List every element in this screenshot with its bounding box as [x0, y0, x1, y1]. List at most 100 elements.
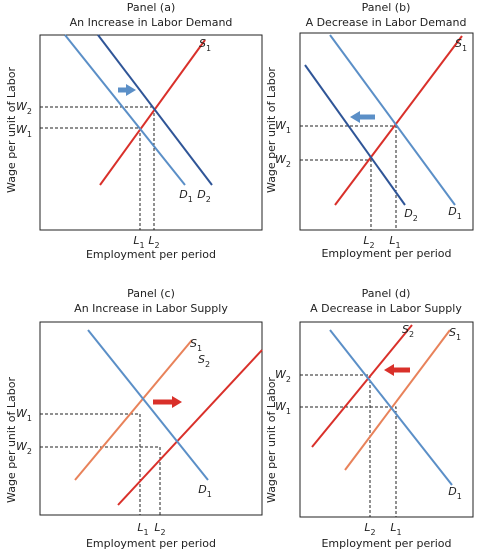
shift-arrow-head	[126, 84, 136, 96]
curve	[97, 34, 213, 186]
label-subscript: 1	[286, 126, 291, 135]
label-subscript: 1	[397, 528, 402, 537]
label-letter: S	[190, 337, 197, 350]
curve	[329, 329, 453, 486]
panel: Panel (c) An Increase in Labor Supply Wage…	[5, 287, 263, 550]
panel-title: A Decrease in Labor Supply	[310, 302, 462, 315]
label-subscript: 2	[206, 195, 211, 204]
curve	[99, 39, 206, 186]
panel-title: An Increase in Labor Demand	[70, 16, 233, 29]
panel-label: Panel (a)	[127, 1, 176, 14]
label-subscript: 1	[286, 407, 291, 416]
plot-frame	[39, 34, 263, 231]
label-letter: L	[133, 234, 139, 247]
curve-label: L1	[133, 234, 144, 250]
label-letter: D	[448, 485, 456, 498]
y-axis-label: Wage per unit of Labor	[5, 377, 18, 503]
x-axis-label: Employment per period	[86, 248, 216, 261]
curve-label: D2	[197, 188, 211, 204]
curve-label: W1	[275, 119, 291, 135]
x-axis-label: Employment per period	[321, 247, 451, 260]
label-letter: W	[275, 400, 287, 413]
panel-label: Panel (c)	[127, 287, 175, 300]
panel-title: An Increase in Labor Supply	[74, 302, 228, 315]
curve-label: L1	[390, 521, 401, 537]
label-subscript: 1	[188, 195, 193, 204]
label-subscript: 1	[197, 344, 202, 353]
curve-label: D1	[198, 483, 212, 499]
curve-label: D1	[179, 188, 193, 204]
curve-label: W1	[275, 400, 291, 416]
curve	[344, 329, 451, 471]
label-subscript: 1	[27, 414, 32, 423]
curve-label: W1	[16, 123, 32, 139]
curve-label: D2	[404, 207, 418, 223]
label-letter: W	[16, 407, 28, 420]
curve	[304, 64, 406, 206]
label-letter: S	[455, 37, 462, 50]
x-axis-label: Employment per period	[86, 537, 216, 550]
label-subscript: 1	[27, 130, 32, 139]
panel-label: Panel (d)	[362, 287, 411, 300]
shift-arrow-head	[172, 396, 182, 408]
label-letter: W	[16, 440, 28, 453]
label-letter: W	[275, 153, 287, 166]
label-letter: L	[154, 521, 160, 534]
curve-label: S1	[190, 337, 202, 353]
label-letter: D	[179, 188, 187, 201]
label-letter: S	[198, 353, 205, 366]
label-subscript: 2	[286, 375, 291, 384]
plot-frame	[39, 321, 263, 516]
label-letter: S	[402, 323, 409, 336]
plot-frame	[299, 32, 474, 231]
label-letter: W	[16, 100, 28, 113]
label-subscript: 1	[144, 528, 149, 537]
label-letter: L	[364, 521, 370, 534]
label-letter: D	[197, 188, 205, 201]
panel-title: A Decrease in Labor Demand	[306, 16, 467, 29]
label-subscript: 2	[27, 107, 32, 116]
curve-label: L2	[148, 234, 159, 250]
y-axis-label: Wage per unit of Labor	[5, 67, 18, 193]
label-subscript: 1	[207, 490, 212, 499]
guide-line	[300, 406, 397, 517]
curve-label: W2	[275, 368, 291, 384]
label-letter: D	[448, 205, 456, 218]
curve	[74, 339, 193, 481]
label-subscript: 2	[413, 214, 418, 223]
label-subscript: 2	[205, 360, 210, 369]
label-subscript: 2	[409, 330, 414, 339]
label-subscript: 1	[396, 241, 401, 250]
shift-arrow-head	[350, 111, 360, 123]
panel: Panel (d) A Decrease in Labor Supply Wage …	[265, 287, 474, 550]
curve-label: S1	[455, 37, 467, 53]
label-subscript: 1	[456, 333, 461, 342]
panel: Panel (a) An Increase in Labor Demand Wage…	[5, 1, 263, 261]
y-axis-label: Wage per unit of Labor	[265, 377, 278, 503]
curve-label: W1	[16, 407, 32, 423]
curve-label: L2	[363, 234, 374, 250]
curve	[311, 324, 413, 448]
panel-label: Panel (b)	[362, 1, 411, 14]
label-letter: D	[404, 207, 412, 220]
curve-label: L2	[154, 521, 165, 537]
label-subscript: 2	[161, 528, 166, 537]
curve-label: S1	[199, 37, 211, 53]
label-letter: L	[137, 521, 143, 534]
label-letter: W	[275, 119, 287, 132]
curve-label: S2	[198, 353, 210, 369]
label-letter: W	[16, 123, 28, 136]
curve	[334, 35, 463, 206]
guide-line	[40, 106, 155, 230]
curve-label: L1	[389, 234, 400, 250]
label-subscript: 1	[457, 212, 462, 221]
guide-line	[40, 446, 161, 515]
curve-label: W2	[275, 153, 291, 169]
label-subscript: 2	[27, 447, 32, 456]
curve-label: S1	[449, 326, 461, 342]
label-subscript: 2	[286, 160, 291, 169]
label-letter: S	[199, 37, 206, 50]
label-letter: L	[363, 234, 369, 247]
label-subscript: 2	[370, 241, 375, 250]
curve-label: L1	[137, 521, 148, 537]
